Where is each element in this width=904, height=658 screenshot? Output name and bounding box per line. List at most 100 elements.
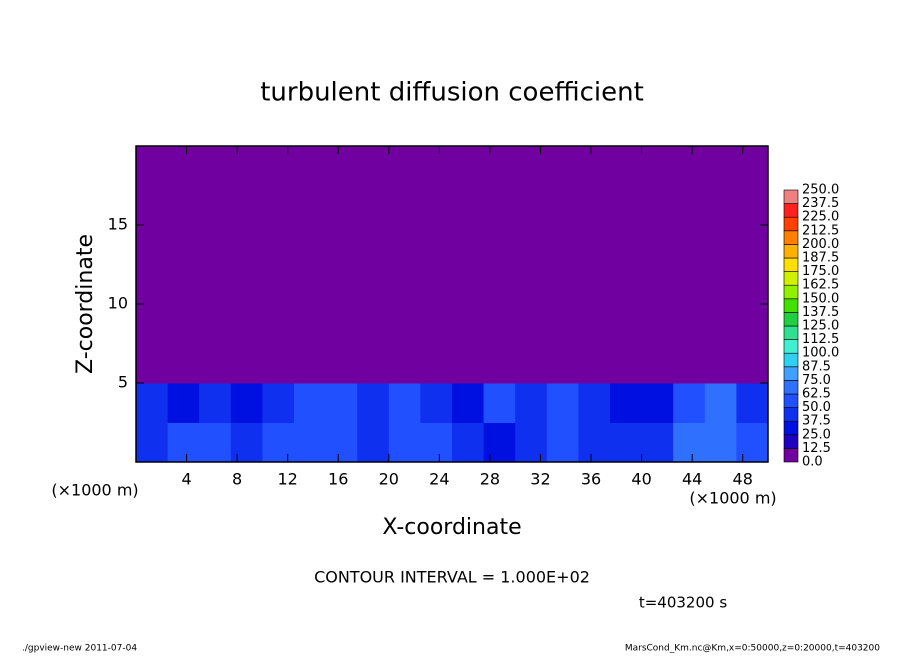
- heat-cell: [515, 304, 548, 344]
- heat-cell: [736, 264, 769, 305]
- heat-cell: [610, 383, 643, 423]
- footer-left: ./gpview-new 2011-07-04: [22, 644, 137, 654]
- colorbar-box: [783, 271, 799, 286]
- colorbar-label: 150.0: [802, 291, 839, 306]
- x-tick-label: 48: [733, 470, 753, 489]
- heat-cell: [641, 146, 674, 186]
- heat-cell: [610, 304, 643, 344]
- heat-cell: [167, 185, 200, 226]
- heat-cell: [673, 185, 706, 226]
- heat-cell: [388, 264, 421, 305]
- colorbar-box: [783, 434, 799, 449]
- heat-cell: [736, 343, 769, 384]
- heat-cell: [230, 185, 263, 226]
- footer-right: MarsCond_Km.nc@Km,x=0:50000,z=0:20000,t=…: [625, 644, 880, 654]
- colorbar-label: 225.0: [802, 210, 839, 225]
- heat-cell: [704, 343, 737, 384]
- heat-cell: [420, 383, 453, 423]
- heat-cell: [452, 146, 485, 186]
- y-tick-label: 15: [108, 215, 128, 234]
- heat-cell: [452, 422, 485, 463]
- heat-cell: [673, 146, 706, 186]
- heat-cell: [704, 304, 737, 344]
- colorbar-label: 112.5: [802, 332, 839, 347]
- heat-cell: [546, 185, 579, 226]
- heat-cell: [167, 304, 200, 344]
- heat-cell: [704, 383, 737, 423]
- colorbar-box: [783, 203, 799, 218]
- heat-cell: [736, 304, 769, 344]
- x-tick-label: 40: [631, 470, 651, 489]
- heat-cell: [483, 146, 516, 186]
- heat-cell: [641, 264, 674, 305]
- colorbar-box: [783, 448, 799, 463]
- heat-cell: [515, 343, 548, 384]
- heat-cell: [167, 343, 200, 384]
- colorbar-box: [783, 380, 799, 395]
- colorbar-label: 0.0: [802, 455, 823, 470]
- heat-cell: [388, 225, 421, 265]
- heat-cell: [230, 225, 263, 265]
- heat-cell: [673, 343, 706, 384]
- x-tick-label: 8: [232, 470, 242, 489]
- colorbar-box: [783, 339, 799, 354]
- x-tick-label: 32: [530, 470, 550, 489]
- heat-cell: [388, 383, 421, 423]
- colorbar-label: 50.0: [802, 400, 831, 415]
- heat-cell: [736, 146, 769, 186]
- heat-cell: [546, 225, 579, 265]
- heat-cell: [388, 304, 421, 344]
- heat-cell: [578, 146, 611, 186]
- x-tick-label: 28: [480, 470, 500, 489]
- heat-cell: [673, 264, 706, 305]
- heat-cell: [357, 422, 390, 463]
- colorbar-label: 200.0: [802, 237, 839, 252]
- heat-cell: [546, 146, 579, 186]
- colorbar-box: [783, 325, 799, 340]
- heat-cell: [262, 225, 295, 265]
- heat-cell: [578, 343, 611, 384]
- heat-cell: [483, 185, 516, 226]
- heat-cell: [483, 225, 516, 265]
- heat-cell: [325, 146, 358, 186]
- heat-cell: [357, 185, 390, 226]
- colorbar-box: [783, 257, 799, 272]
- heat-cell: [546, 343, 579, 384]
- colorbar-label: 75.0: [802, 373, 831, 388]
- heat-cell: [420, 422, 453, 463]
- heat-cell: [704, 146, 737, 186]
- heat-cell: [704, 185, 737, 226]
- colorbar-box: [783, 298, 799, 313]
- colorbar-box: [783, 407, 799, 422]
- heat-cell: [199, 146, 232, 186]
- colorbar-label: 162.5: [802, 278, 839, 293]
- colorbar-box: [783, 366, 799, 381]
- heat-cell: [262, 146, 295, 186]
- heat-cell: [452, 343, 485, 384]
- heat-cell: [136, 264, 169, 305]
- colorbar-box: [783, 230, 799, 245]
- heat-cell: [167, 264, 200, 305]
- heat-cell: [452, 264, 485, 305]
- heat-cell: [262, 422, 295, 463]
- y-tick-label: 10: [108, 294, 128, 313]
- x-unit: (×1000 m): [689, 489, 776, 508]
- heat-cell: [199, 304, 232, 344]
- time-label: t=403200 s: [639, 594, 727, 612]
- heat-cell: [325, 422, 358, 463]
- heat-cell: [515, 225, 548, 265]
- heat-cell: [230, 422, 263, 463]
- x-tick-label: 44: [682, 470, 702, 489]
- heat-cell: [641, 422, 674, 463]
- chart-title: turbulent diffusion coefficient: [260, 78, 644, 108]
- heat-cell: [515, 146, 548, 186]
- heat-cell: [452, 185, 485, 226]
- heat-cell: [199, 225, 232, 265]
- heat-cell: [515, 185, 548, 226]
- heat-cell: [420, 225, 453, 265]
- heat-cell: [546, 383, 579, 423]
- x-tick-label: 4: [181, 470, 191, 489]
- heat-cell: [515, 422, 548, 463]
- heat-cell: [388, 343, 421, 384]
- heat-cell: [294, 383, 327, 423]
